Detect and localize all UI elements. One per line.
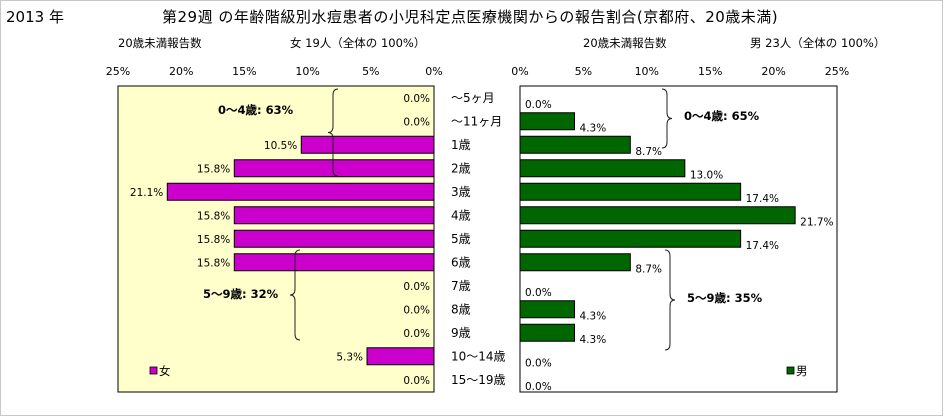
age-category-label: 10〜14歳 bbox=[451, 349, 506, 363]
male-bar bbox=[519, 112, 576, 131]
female-bar bbox=[233, 159, 435, 178]
age-category-label: 3歳 bbox=[451, 185, 471, 199]
female-data-label: 15.8% bbox=[197, 257, 230, 269]
female-x-tick: 15% bbox=[232, 65, 256, 78]
age-category-label: 1歳 bbox=[451, 138, 471, 152]
male-data-label: 0.0% bbox=[525, 287, 552, 299]
age-category-label: 〜5ヶ月 bbox=[451, 91, 495, 105]
male-data-label: 17.4% bbox=[746, 193, 779, 205]
male-data-label: 17.4% bbox=[746, 240, 779, 252]
female-data-label: 5.3% bbox=[336, 351, 363, 363]
female-data-label: 0.0% bbox=[403, 281, 430, 293]
page-title: 第29週 の年齢階級別水痘患者の小児科定点医療機関からの報告割合(京都府、20歳… bbox=[162, 8, 779, 26]
female-data-label: 15.8% bbox=[197, 234, 230, 246]
male-x-tick: 15% bbox=[698, 65, 722, 78]
female-bracket-5-9 bbox=[289, 249, 301, 341]
male-x-tick: 10% bbox=[635, 65, 659, 78]
male-bar bbox=[519, 300, 576, 319]
female-group-0-4-label: 0〜4歳: 63% bbox=[218, 103, 294, 117]
female-bar bbox=[166, 182, 435, 201]
female-data-label: 15.8% bbox=[197, 163, 230, 175]
female-x-tick: 0% bbox=[425, 65, 442, 78]
female-x-tick: 5% bbox=[362, 65, 379, 78]
female-bar bbox=[366, 347, 435, 366]
age-category-label: 2歳 bbox=[451, 161, 471, 175]
female-legend-label: 女 bbox=[159, 364, 171, 378]
female-summary: 女 19人（全体の 100%） bbox=[290, 36, 426, 50]
male-group-0-4-label: 0〜4歳: 65% bbox=[684, 109, 760, 123]
male-group-5-9-label: 5〜9歳: 35% bbox=[687, 291, 763, 305]
female-data-label: 21.1% bbox=[130, 187, 163, 199]
male-data-label: 0.0% bbox=[525, 99, 552, 111]
female-x-tick: 20% bbox=[169, 65, 193, 78]
female-bracket-0-4 bbox=[327, 88, 339, 177]
male-data-label: 8.7% bbox=[635, 146, 662, 158]
male-legend-swatch bbox=[786, 366, 795, 375]
age-category-label: 6歳 bbox=[451, 255, 471, 269]
female-bar bbox=[233, 253, 435, 272]
male-x-tick: 20% bbox=[761, 65, 785, 78]
male-bar bbox=[519, 206, 796, 225]
male-bar bbox=[519, 229, 742, 248]
female-reports-label: 20歳未満報告数 bbox=[118, 36, 202, 50]
female-data-label: 0.0% bbox=[403, 116, 430, 128]
age-category-label: 15〜19歳 bbox=[451, 373, 506, 387]
age-category-label: 9歳 bbox=[451, 326, 471, 340]
male-data-label: 4.3% bbox=[580, 334, 607, 346]
female-bar bbox=[300, 135, 435, 154]
age-category-label: 5歳 bbox=[451, 232, 471, 246]
female-legend-swatch bbox=[149, 366, 158, 375]
male-bar bbox=[519, 253, 631, 272]
female-group-5-9-label: 5〜9歳: 32% bbox=[203, 287, 279, 301]
male-reports-label: 20歳未満報告数 bbox=[583, 36, 667, 50]
male-data-label: 4.3% bbox=[580, 310, 607, 322]
female-bar bbox=[233, 206, 435, 225]
female-data-label: 0.0% bbox=[403, 328, 430, 340]
female-data-label: 0.0% bbox=[403, 93, 430, 105]
female-bar bbox=[233, 229, 435, 248]
male-bracket-0-4 bbox=[661, 88, 673, 149]
female-x-tick: 25% bbox=[106, 65, 130, 78]
female-data-label: 0.0% bbox=[403, 304, 430, 316]
male-data-label: 13.0% bbox=[690, 169, 723, 181]
year-label: 2013 年 bbox=[6, 8, 64, 26]
female-data-label: 0.0% bbox=[403, 375, 430, 387]
male-bar bbox=[519, 135, 631, 154]
age-category-label: 7歳 bbox=[451, 279, 471, 293]
female-data-label: 10.5% bbox=[264, 140, 297, 152]
age-category-label: 〜11ヶ月 bbox=[451, 114, 502, 128]
female-data-label: 15.8% bbox=[197, 210, 230, 222]
female-x-tick: 10% bbox=[295, 65, 319, 78]
male-bar bbox=[519, 159, 686, 178]
male-x-tick: 25% bbox=[825, 65, 849, 78]
male-summary: 男 23人（全体の 100%） bbox=[750, 36, 886, 50]
male-data-label: 4.3% bbox=[580, 122, 607, 134]
age-category-label: 4歳 bbox=[451, 208, 471, 222]
male-legend-label: 男 bbox=[796, 364, 808, 378]
male-x-tick: 5% bbox=[575, 65, 592, 78]
age-category-label: 8歳 bbox=[451, 302, 471, 316]
male-bar bbox=[519, 182, 742, 201]
male-bracket-5-9 bbox=[664, 249, 676, 351]
male-x-tick: 0% bbox=[511, 65, 528, 78]
male-bar bbox=[519, 323, 576, 342]
male-data-label: 0.0% bbox=[525, 357, 552, 369]
male-data-label: 21.7% bbox=[800, 216, 833, 228]
male-data-label: 0.0% bbox=[525, 381, 552, 393]
male-data-label: 8.7% bbox=[635, 263, 662, 275]
